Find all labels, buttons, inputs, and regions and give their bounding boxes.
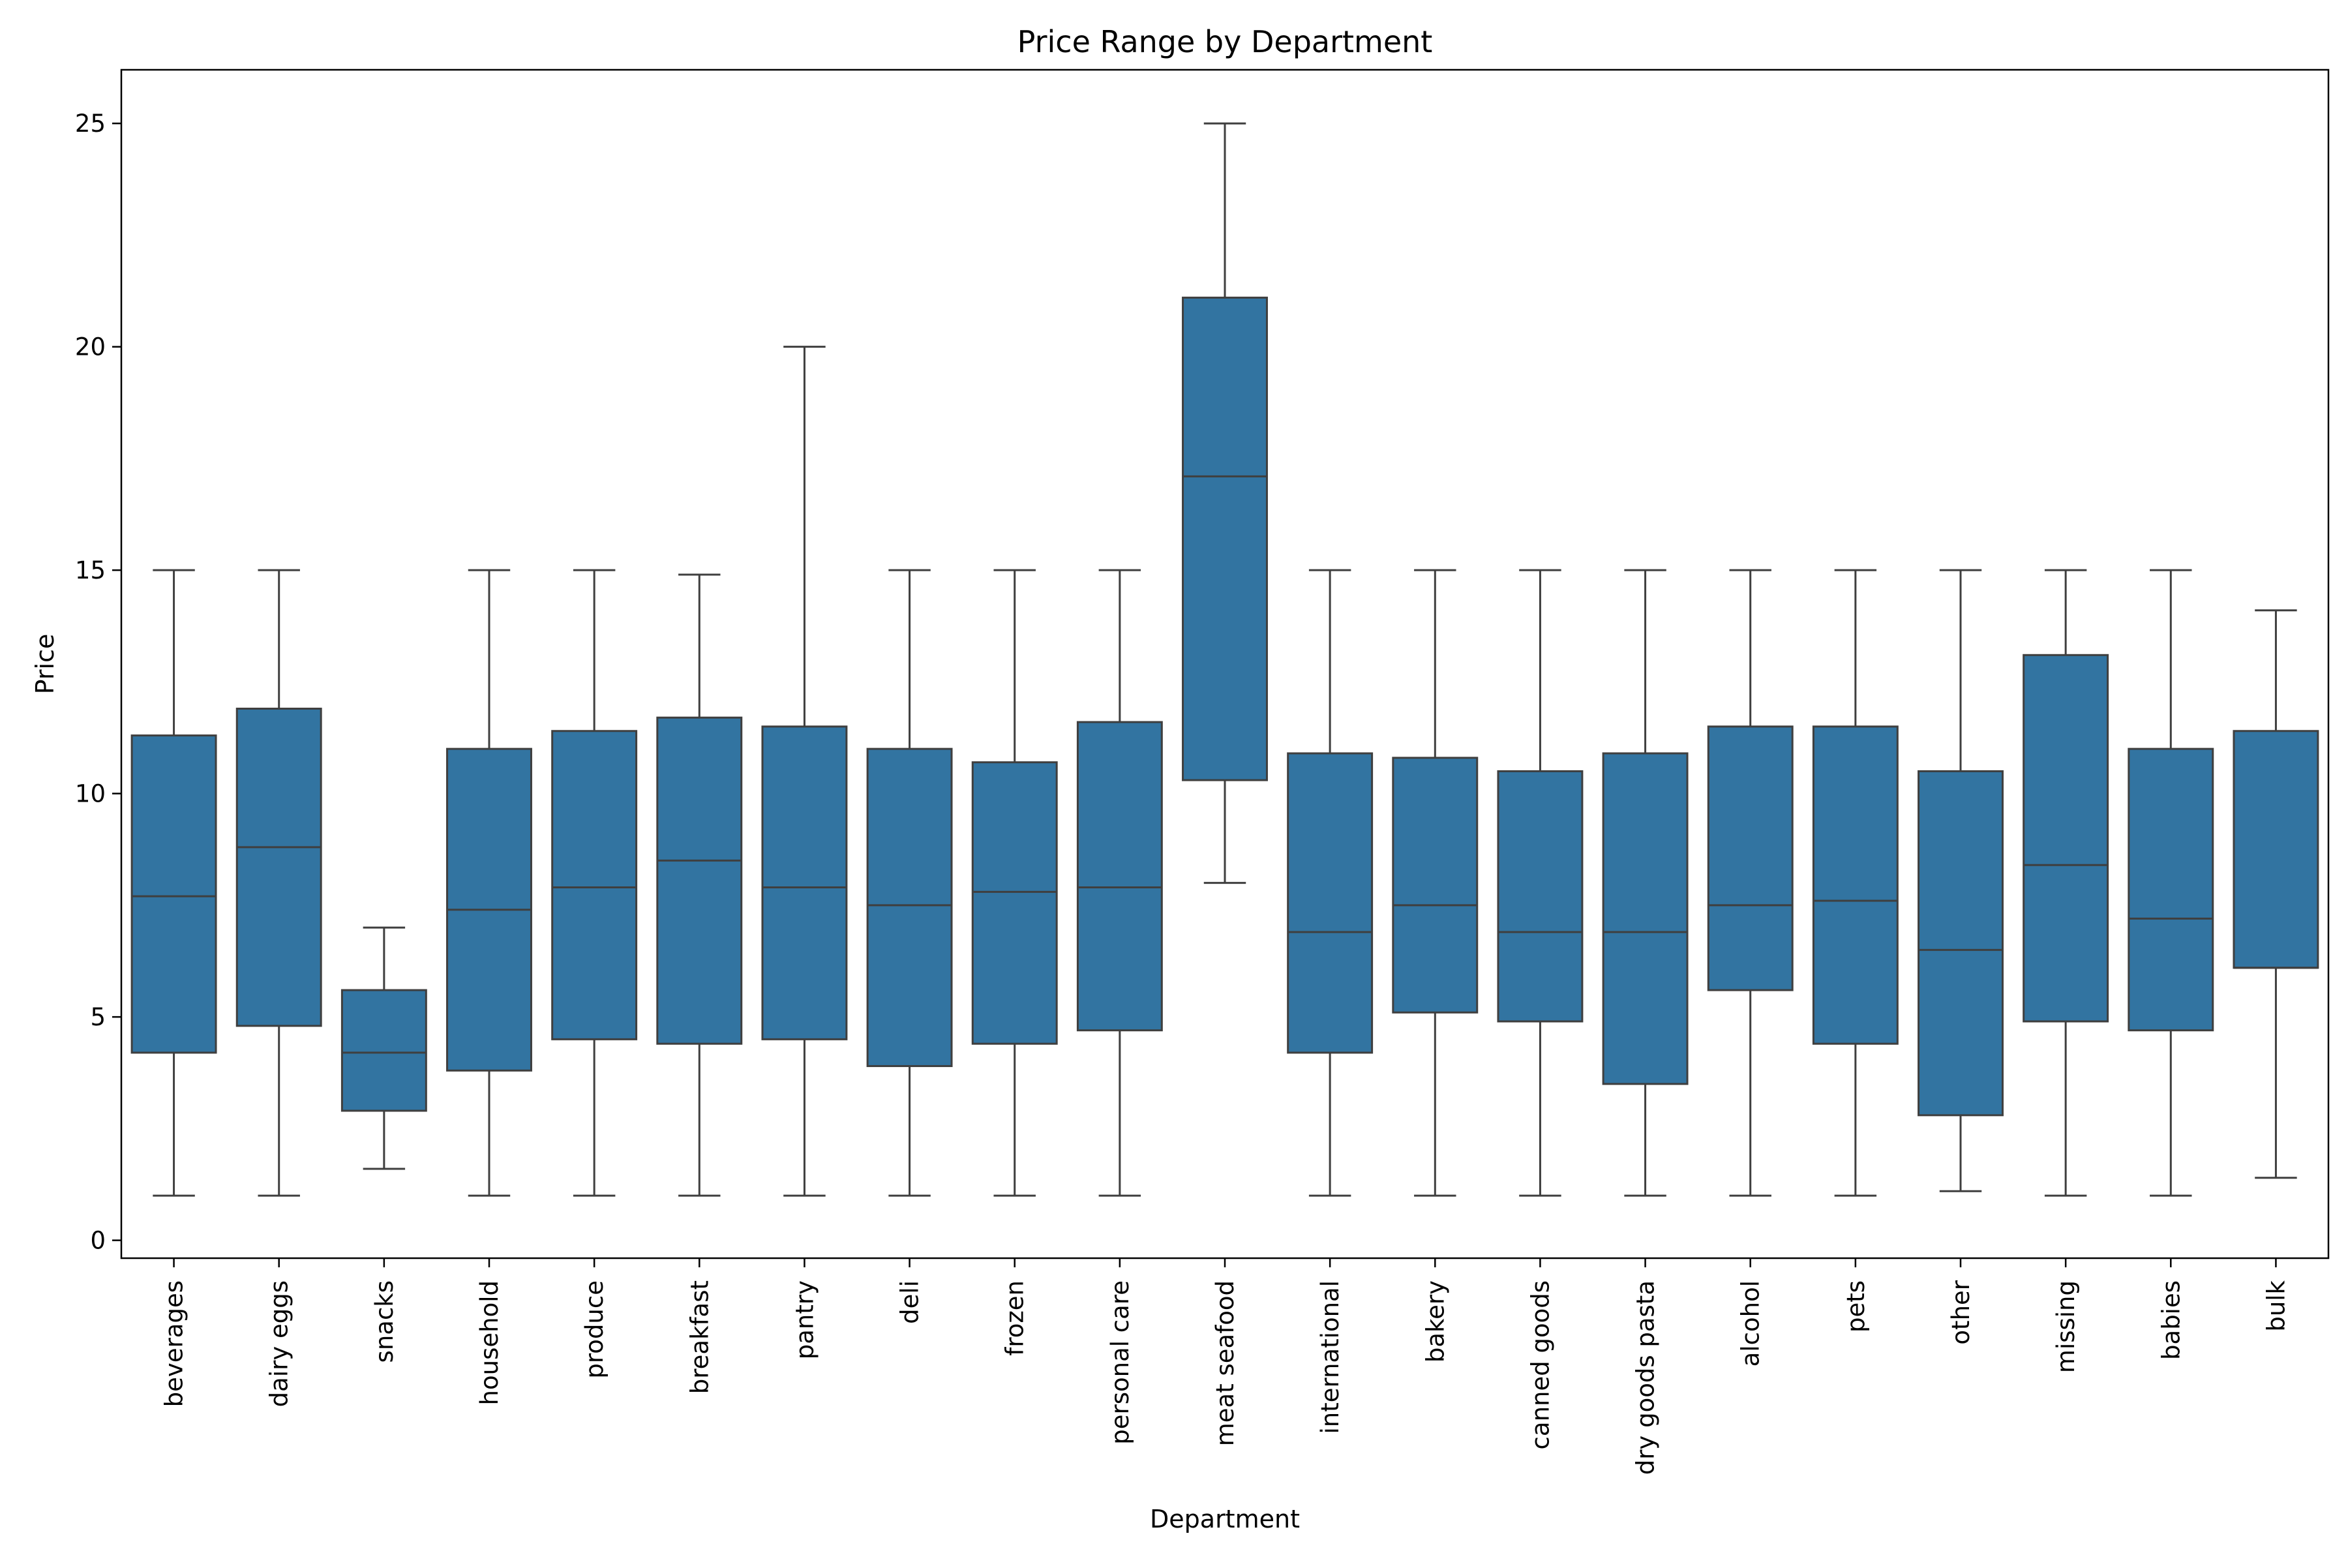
iqr-box — [2128, 747, 2214, 1032]
y-axis-label: Price — [31, 634, 59, 695]
iqr-box — [340, 989, 427, 1112]
box-group — [130, 569, 217, 1197]
x-tick-label: household — [475, 1280, 504, 1405]
iqr-box — [2023, 654, 2109, 1023]
iqr-box — [235, 707, 322, 1027]
iqr-box — [866, 747, 953, 1067]
box-group — [2023, 569, 2109, 1197]
iqr-box — [1287, 752, 1374, 1054]
x-axis: beverages dairy eggs snacks household produc… — [160, 1258, 2290, 1475]
x-tick-label: meat seafood — [1211, 1280, 1239, 1446]
box-group — [1918, 569, 2004, 1192]
box-group — [446, 569, 532, 1197]
iqr-box — [1076, 721, 1163, 1032]
box-group — [1812, 569, 1899, 1197]
box-group — [761, 346, 848, 1197]
chart-title: Price Range by Department — [1017, 24, 1433, 59]
box-group — [971, 569, 1058, 1197]
box-group — [656, 573, 743, 1197]
box-group — [1392, 569, 1479, 1197]
box-group — [1076, 569, 1163, 1197]
x-tick-label: snacks — [370, 1280, 399, 1363]
iqr-box — [130, 734, 217, 1054]
x-tick-label: produce — [580, 1280, 609, 1379]
iqr-box — [1602, 752, 1689, 1085]
iqr-box — [1182, 296, 1268, 781]
iqr-box — [761, 725, 848, 1040]
x-tick-label: pantry — [790, 1280, 819, 1359]
x-tick-label: canned goods — [1526, 1280, 1554, 1449]
iqr-box — [1812, 725, 1899, 1045]
x-tick-label: other — [1947, 1280, 1975, 1344]
box-group — [2128, 569, 2214, 1197]
x-tick-label: missing — [2052, 1280, 2080, 1373]
x-tick-label: babies — [2157, 1280, 2185, 1360]
iqr-box — [1707, 725, 1794, 991]
x-tick-label: bakery — [1421, 1280, 1449, 1363]
y-tick-label: 5 — [90, 1003, 106, 1031]
x-axis-label: Department — [1150, 1505, 1300, 1533]
x-tick-label: beverages — [160, 1280, 188, 1407]
iqr-box — [971, 761, 1058, 1045]
box-group — [1602, 569, 1689, 1197]
iqr-box — [656, 716, 743, 1045]
box-group — [1287, 569, 1374, 1197]
x-tick-label: deli — [896, 1280, 924, 1324]
x-tick-label: personal care — [1106, 1280, 1134, 1445]
box-group — [1707, 569, 1794, 1197]
y-tick-label: 0 — [90, 1227, 106, 1255]
x-tick-label: frozen — [1001, 1280, 1029, 1356]
iqr-box — [2233, 730, 2319, 969]
y-tick-label: 10 — [75, 780, 106, 808]
x-tick-label: pets — [1842, 1280, 1870, 1333]
box-group — [1497, 569, 1584, 1197]
iqr-box — [1392, 757, 1479, 1014]
iqr-box — [551, 730, 638, 1040]
x-tick-label: dairy eggs — [265, 1280, 294, 1407]
x-tick-label: dry goods pasta — [1632, 1280, 1660, 1475]
iqr-box — [1918, 770, 2004, 1117]
box-group — [866, 569, 953, 1197]
y-axis: 0 5 10 15 20 25 — [75, 110, 121, 1255]
y-tick-label: 20 — [75, 333, 106, 361]
x-tick-label: alcohol — [1737, 1280, 1765, 1366]
y-tick-label: 25 — [75, 110, 106, 138]
x-tick-label: international — [1316, 1280, 1344, 1434]
box-group — [551, 569, 638, 1197]
box-group — [1182, 122, 1268, 884]
box-group — [340, 926, 427, 1170]
iqr-box — [1497, 770, 1584, 1023]
box-group — [2233, 609, 2319, 1179]
y-tick-label: 15 — [75, 556, 106, 584]
plot-area — [130, 122, 2319, 1197]
x-tick-label: breakfast — [685, 1280, 714, 1394]
x-tick-label: bulk — [2262, 1280, 2290, 1331]
box-group — [235, 569, 322, 1197]
